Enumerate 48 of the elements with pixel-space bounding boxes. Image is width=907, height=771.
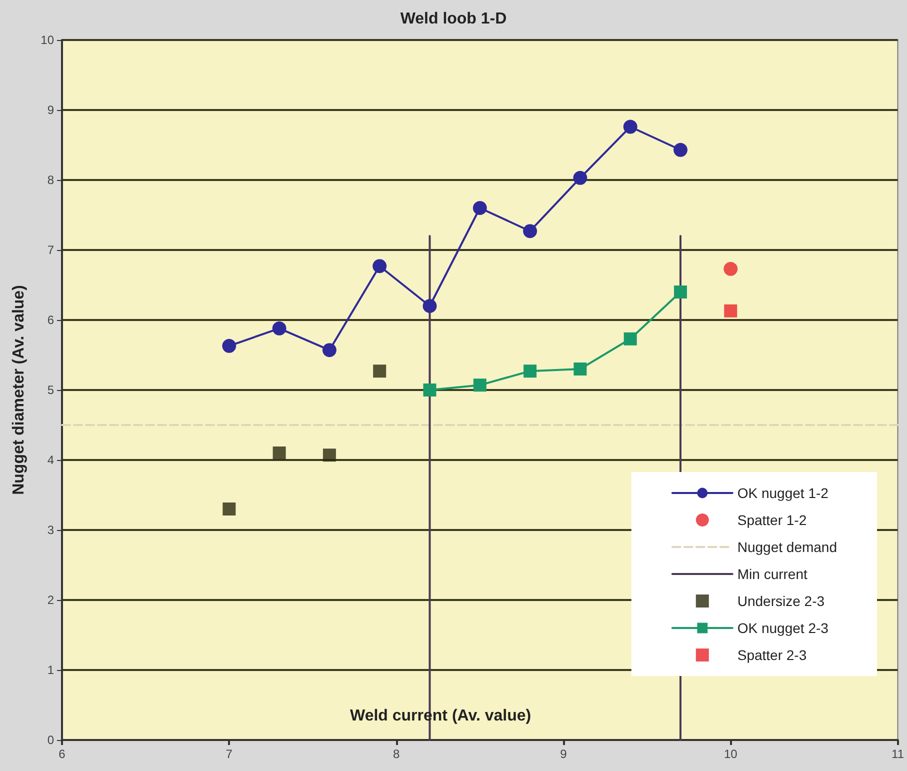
point bbox=[624, 332, 637, 346]
y-tick-label: 4 bbox=[47, 453, 54, 467]
y-tick-label: 5 bbox=[47, 383, 54, 397]
y-tick-label: 8 bbox=[47, 173, 54, 187]
y-axis-title: Nugget diameter (Av. value) bbox=[10, 285, 28, 495]
point bbox=[222, 502, 236, 516]
x-tick-label: 7 bbox=[226, 747, 233, 761]
point bbox=[322, 343, 336, 358]
point bbox=[724, 304, 738, 318]
point bbox=[222, 338, 236, 353]
legend-label: Spatter 1-2 bbox=[737, 512, 807, 528]
point bbox=[272, 321, 286, 336]
legend-label: Min current bbox=[737, 566, 808, 582]
y-tick-label: 7 bbox=[47, 243, 54, 257]
point bbox=[523, 224, 538, 238]
point bbox=[724, 262, 738, 276]
point bbox=[372, 259, 387, 274]
point bbox=[524, 364, 537, 378]
x-tick-label: 8 bbox=[392, 747, 400, 761]
y-tick-label: 0 bbox=[47, 733, 54, 747]
point bbox=[272, 446, 286, 460]
x-tick-label: 11 bbox=[892, 747, 904, 761]
point bbox=[472, 201, 487, 215]
point bbox=[473, 378, 486, 392]
legend-label: OK nugget 2-3 bbox=[737, 620, 829, 636]
y-tick-label: 10 bbox=[40, 33, 54, 47]
chart-title: Weld loob 1-D bbox=[400, 10, 507, 28]
x-tick-label: 9 bbox=[560, 747, 568, 761]
point bbox=[373, 364, 386, 378]
y-tick-label: 6 bbox=[47, 313, 54, 327]
point bbox=[423, 384, 436, 396]
y-tick-label: 1 bbox=[47, 663, 54, 677]
point bbox=[623, 120, 638, 134]
x-tick-label: 6 bbox=[58, 747, 66, 761]
y-tick-label: 2 bbox=[47, 593, 54, 607]
legend-label: Nugget demand bbox=[737, 539, 838, 555]
point bbox=[673, 142, 688, 157]
x-tick-label: 10 bbox=[724, 747, 738, 761]
legend-label: Spatter 2-3 bbox=[737, 647, 807, 663]
point bbox=[574, 362, 587, 376]
legend-label: OK nugget 1-2 bbox=[737, 485, 829, 501]
point bbox=[422, 299, 437, 313]
point bbox=[322, 448, 336, 462]
point bbox=[573, 170, 588, 185]
legend-label: Undersize 2-3 bbox=[737, 593, 825, 609]
point bbox=[674, 286, 687, 298]
y-tick-label: 9 bbox=[47, 103, 54, 117]
y-tick-label: 3 bbox=[47, 523, 54, 537]
